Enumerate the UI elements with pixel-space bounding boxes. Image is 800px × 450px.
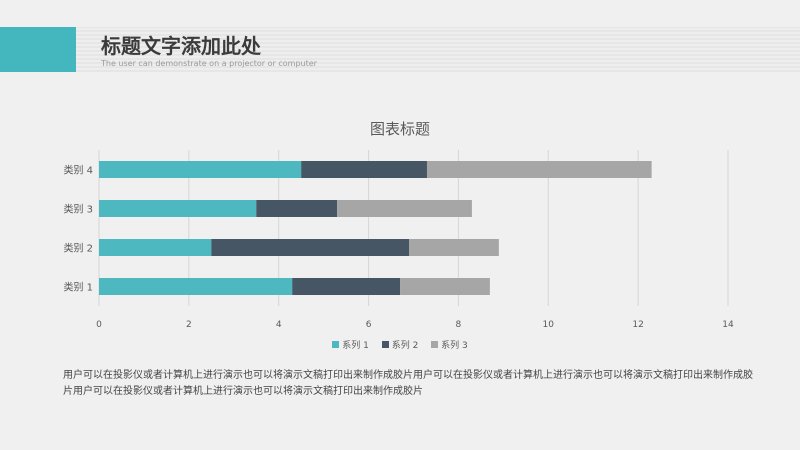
x-tick-labels: 0 2 4 6 8 10 12 14 [96, 320, 734, 330]
chart-legend: 系列 1 系列 2 系列 3 [0, 338, 800, 351]
bar-segment [99, 161, 302, 178]
bar-segment [301, 161, 427, 178]
legend-item-series-3: 系列 3 [431, 338, 468, 351]
legend-item-series-2: 系列 2 [381, 338, 419, 351]
legend-label: 系列 2 [391, 341, 419, 351]
legend-item-series-1: 系列 1 [332, 338, 369, 351]
chart-title: 图表标题 [369, 120, 430, 138]
chart-bars [99, 161, 652, 295]
bar-segment [99, 239, 212, 256]
bar-segment [409, 239, 499, 256]
bar-segment [211, 239, 410, 256]
x-tick-label: 8 [456, 320, 462, 330]
bar-segment [99, 278, 293, 295]
x-tick-label: 2 [186, 320, 192, 330]
category-label: 类别 2 [63, 242, 93, 255]
body-paragraph: 用户可以在投影仪或者计算机上进行演示也可以将演示文稿打印出来制作成胶片用户可以在… [63, 370, 753, 397]
category-label: 类别 3 [63, 203, 93, 216]
category-label: 类别 4 [63, 164, 93, 177]
bar-segment [292, 278, 401, 295]
category-label: 类别 1 [63, 281, 93, 294]
bar-segment [400, 278, 490, 295]
x-tick-label: 0 [96, 320, 102, 330]
category-labels: 类别 1 类别 2 类别 3 类别 4 [63, 164, 93, 294]
bar-segment [256, 200, 338, 217]
slide-title: 标题文字添加此处 [101, 34, 261, 58]
x-tick-label: 14 [722, 320, 734, 330]
header-band [0, 27, 800, 72]
legend-swatch [381, 341, 389, 348]
bar-segment [337, 200, 472, 217]
accent-block [0, 27, 76, 72]
x-tick-label: 10 [543, 320, 555, 330]
x-tick-label: 4 [276, 320, 282, 330]
legend-label: 系列 3 [441, 341, 468, 351]
legend-label: 系列 1 [342, 341, 369, 351]
bar-segment [99, 200, 257, 217]
x-tick-label: 6 [366, 320, 372, 330]
legend-swatch [332, 341, 340, 348]
slide-subtitle: The user can demonstrate on a projector … [101, 59, 317, 68]
legend-swatch [431, 341, 439, 348]
bar-segment [426, 161, 652, 178]
x-tick-label: 12 [632, 320, 643, 330]
